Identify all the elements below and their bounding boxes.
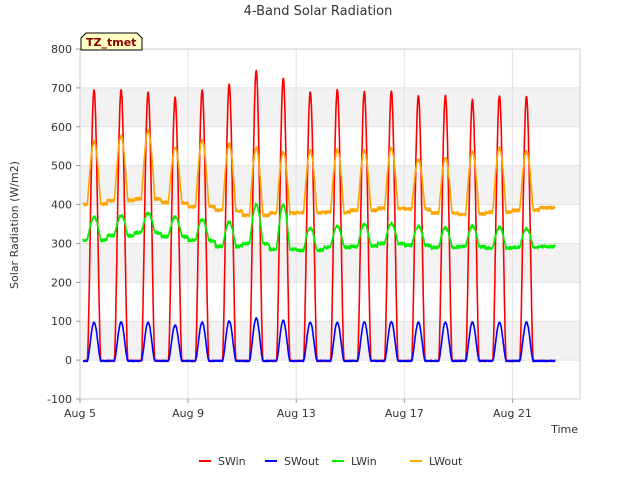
y-tick-label: 600	[51, 121, 72, 134]
legend-label-lwin: LWin	[351, 455, 377, 468]
badge-label: TZ_tmet	[86, 36, 136, 49]
x-tick-label: Aug 9	[172, 407, 204, 420]
series-line-lwin	[82, 202, 556, 253]
y-tick-label: 0	[65, 354, 72, 367]
legend-label-lwout: LWout	[429, 455, 463, 468]
series-line-swout	[82, 317, 556, 363]
legend-label-swin: SWin	[218, 455, 246, 468]
y-tick-label: 200	[51, 276, 72, 289]
y-axis-label: Solar Radiation (W/m2)	[8, 161, 21, 289]
y-tick-label: -100	[47, 393, 72, 406]
y-tick-label: 800	[51, 43, 72, 56]
x-tick-label: Aug 17	[385, 407, 424, 420]
grid-band	[80, 321, 580, 361]
chart-title: 4-Band Solar Radiation	[244, 4, 393, 19]
legend: SWin SWout LWin LWout	[199, 455, 463, 468]
y-tick-label: 300	[51, 237, 72, 250]
x-axis-label: Time	[550, 423, 578, 436]
y-tick-label: 700	[51, 82, 72, 95]
badge-box	[80, 32, 143, 51]
x-tick-label: Aug 13	[277, 407, 316, 420]
axis-ticks: -100 0 100 200 300 400 500 600 700 800 Aug 5 Aug 9 A…	[47, 43, 532, 420]
x-tick-label: Aug 5	[64, 407, 96, 420]
series-lines	[82, 69, 556, 363]
grid-band	[80, 243, 580, 283]
legend-label-swout: SWout	[284, 455, 320, 468]
x-tick-label: Aug 21	[493, 407, 532, 420]
series-line-lwout	[82, 128, 556, 218]
y-tick-label: 500	[51, 160, 72, 173]
y-tick-label: 400	[51, 199, 72, 212]
y-tick-label: 100	[51, 315, 72, 328]
plot-frame	[79, 48, 581, 400]
timezone-badge: TZ_tmet	[80, 32, 143, 51]
grid-band	[80, 87, 580, 127]
